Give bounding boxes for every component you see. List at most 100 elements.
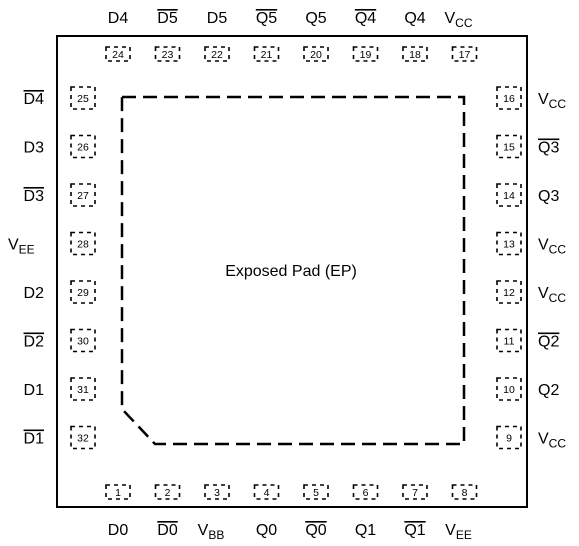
pin-number-15: 15 [503, 142, 515, 154]
pin-name-32: D1 [24, 431, 45, 448]
pin-number-31: 31 [77, 384, 89, 396]
pin-number-5: 5 [313, 487, 319, 499]
pin-number-29: 29 [77, 287, 89, 299]
pin-name-15: Q3 [538, 140, 559, 157]
pin-name-22: D5 [207, 10, 228, 27]
pin-number-1: 1 [115, 487, 121, 499]
pin-number-2: 2 [165, 487, 171, 499]
pin-name-3: VBB [198, 522, 225, 542]
pin-pad-19 [352, 46, 379, 62]
pin-number-12: 12 [503, 287, 515, 299]
pin-pad-27 [70, 183, 96, 207]
pin-number-9: 9 [506, 433, 512, 445]
pin-number-14: 14 [503, 190, 515, 202]
pin-name-26: D3 [24, 140, 45, 157]
pin-number-8: 8 [462, 487, 468, 499]
pin-number-11: 11 [504, 336, 515, 348]
pin-name-8: VEE [445, 522, 472, 542]
pin-pad-17 [451, 46, 478, 62]
pin-name-19: Q4 [355, 10, 376, 27]
pin-number-20: 20 [310, 49, 322, 61]
pin-number-3: 3 [214, 487, 220, 499]
pin-name-29: D2 [24, 285, 45, 302]
pin-pad-3 [204, 484, 230, 500]
package-outline [56, 35, 528, 508]
pin-number-32: 32 [77, 433, 89, 445]
pin-number-30: 30 [77, 336, 89, 348]
pin-name-12: VCC [538, 285, 566, 305]
pin-pad-18 [402, 46, 428, 62]
pin-pad-26 [70, 134, 96, 159]
pin-pad-7 [402, 484, 428, 500]
pin-pad-32 [70, 425, 96, 450]
pin-number-17: 17 [459, 49, 471, 61]
pin-name-7: Q1 [404, 522, 425, 539]
pin-name-21: Q5 [256, 10, 277, 27]
pin-pad-8 [451, 484, 478, 500]
pin-name-27: D3 [24, 188, 45, 205]
pin-name-18: Q4 [404, 10, 425, 27]
pin-name-9: VCC [538, 431, 566, 451]
pins-layer: 24 D4 23 D5 22 D5 21 Q5 20 Q5 19 Q4 18 Q4 17 VCC 1 D0 2 D0 3… [8, 10, 566, 542]
pin-name-10: Q2 [538, 382, 559, 399]
pin-pad-21 [253, 46, 280, 62]
pin-number-19: 19 [360, 49, 372, 61]
exposed-pad-outline [120, 95, 466, 446]
pin-pad-30 [70, 328, 96, 353]
pin-name-14: Q3 [538, 188, 559, 205]
pin-pad-25 [70, 86, 96, 110]
pin-number-23: 23 [162, 49, 174, 61]
pin-pad-5 [303, 484, 329, 500]
pin-pad-2 [154, 484, 181, 500]
pin-name-2: D0 [157, 522, 178, 539]
exposed-pad-label: Exposed Pad (EP) [225, 263, 357, 280]
pin-name-11: Q2 [538, 334, 559, 351]
pin-pad-10 [496, 377, 522, 401]
pin-name-20: Q5 [305, 10, 326, 27]
pin-name-4: Q0 [256, 522, 277, 539]
pin-number-27: 27 [77, 190, 89, 202]
pin-number-4: 4 [264, 487, 270, 499]
pin-pad-29 [70, 280, 96, 304]
pin-name-25: D4 [24, 91, 45, 108]
pin-number-22: 22 [211, 49, 223, 61]
pin-number-13: 13 [503, 239, 515, 251]
pin-pad-23 [154, 46, 181, 62]
pin-name-24: D4 [108, 10, 129, 27]
pin-number-21: 21 [261, 49, 273, 61]
pin-pad-11 [496, 328, 522, 353]
pin-name-5: Q0 [305, 522, 326, 539]
pin-number-10: 10 [503, 384, 515, 396]
pin-pad-28 [70, 231, 96, 256]
pin-name-16: VCC [538, 91, 566, 111]
pin-number-7: 7 [412, 487, 418, 499]
pin-number-24: 24 [112, 49, 124, 61]
pin-number-18: 18 [409, 49, 421, 61]
pin-pad-20 [303, 46, 329, 62]
pin-pad-1 [105, 484, 131, 500]
pin-pad-24 [105, 46, 131, 62]
pin-number-6: 6 [363, 487, 369, 499]
pin-name-23: D5 [157, 10, 178, 27]
pin-name-1: D0 [108, 522, 129, 539]
pin-pad-15 [496, 134, 522, 159]
pin-pad-4 [253, 484, 280, 500]
pin-name-31: D1 [24, 382, 45, 399]
pin-number-16: 16 [503, 93, 515, 105]
pin-pad-13 [496, 231, 522, 256]
pin-pad-14 [496, 183, 522, 207]
pin-pad-31 [70, 377, 96, 401]
pin-pad-9 [496, 425, 522, 450]
pin-pad-6 [352, 484, 379, 500]
pin-number-25: 25 [77, 93, 89, 105]
pin-name-17: VCC [444, 10, 472, 30]
pin-pad-12 [496, 280, 522, 304]
pin-name-13: VCC [538, 237, 566, 257]
pin-name-30: D2 [24, 334, 45, 351]
pin-pad-22 [204, 46, 230, 62]
pin-number-28: 28 [77, 239, 89, 251]
pin-name-28: VEE [8, 237, 35, 257]
pin-pad-16 [496, 86, 522, 110]
pin-number-26: 26 [77, 142, 89, 154]
